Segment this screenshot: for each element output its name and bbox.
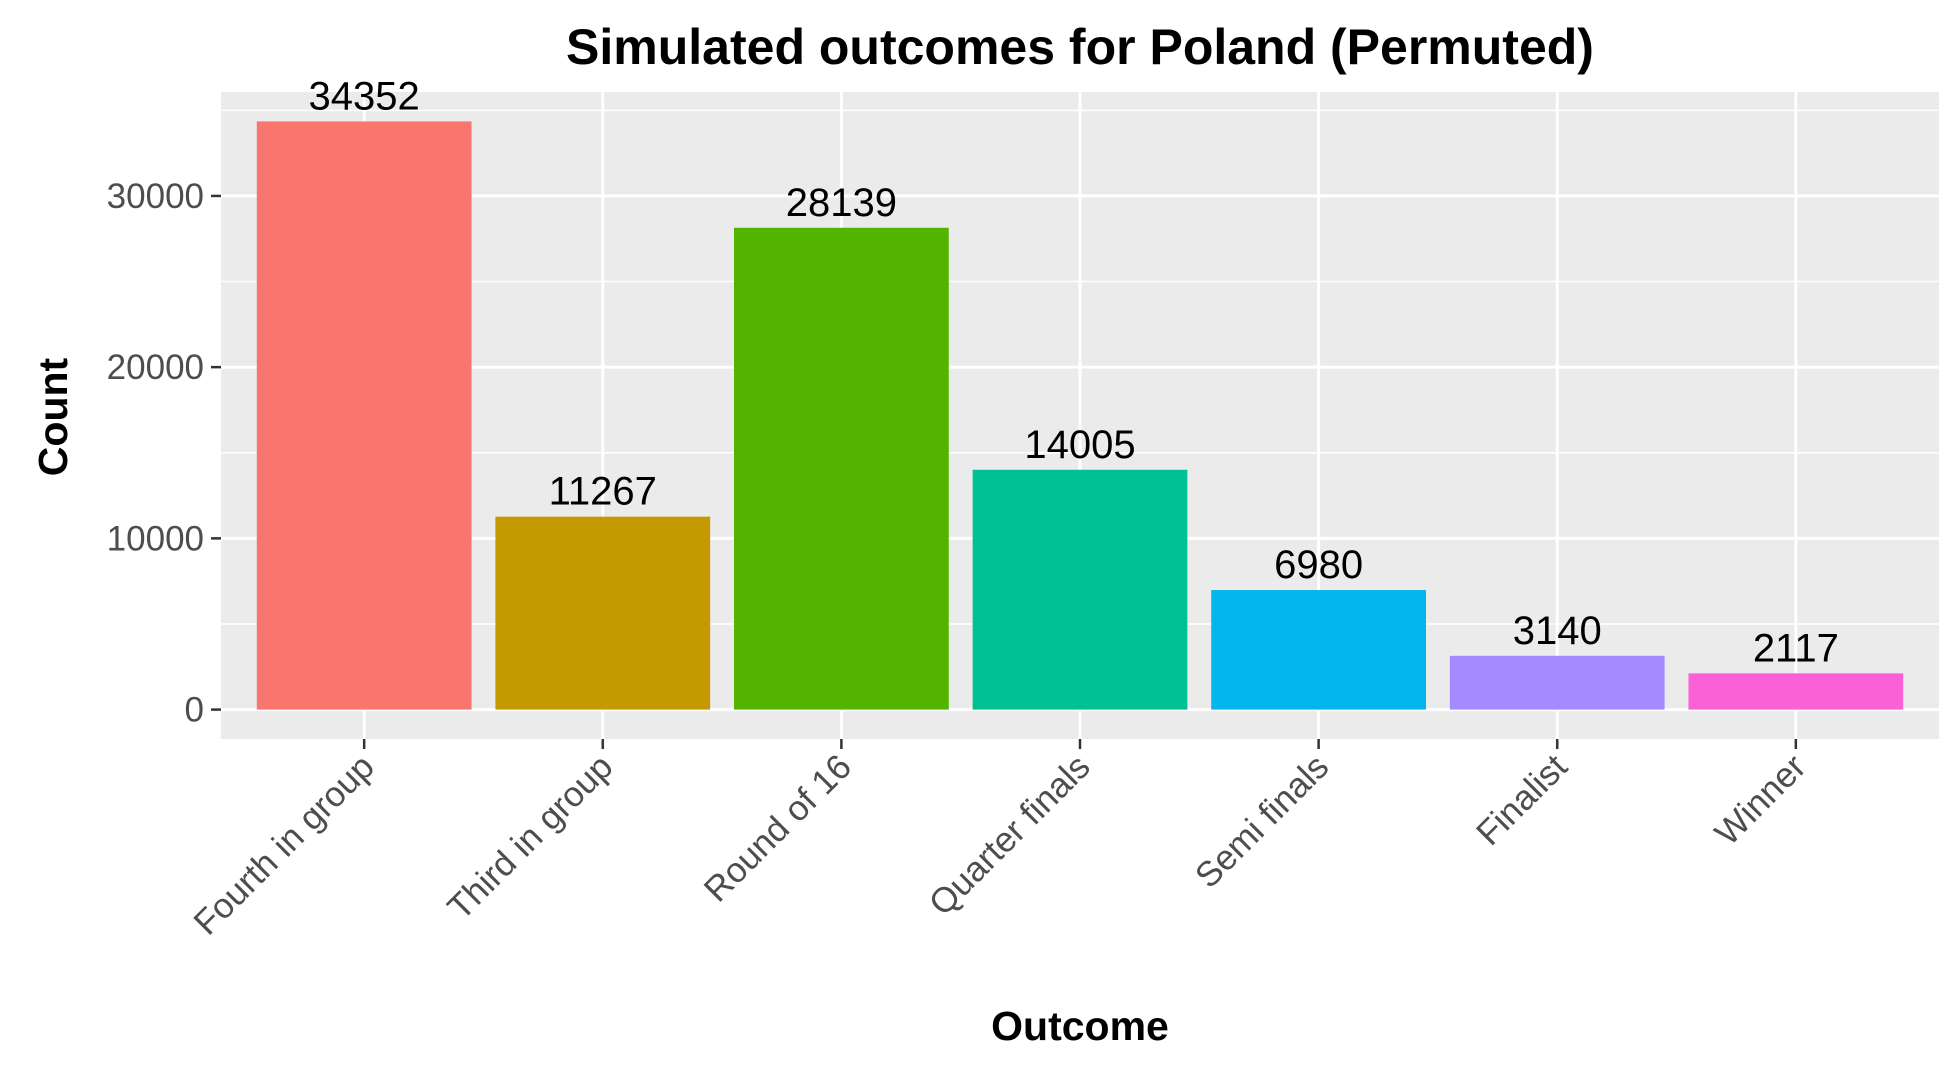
- data-label: 28139: [786, 181, 897, 225]
- data-labels-layer: 34352 11267 28139 14005 6980 3140 2117: [309, 74, 1839, 670]
- data-label: 6980: [1274, 543, 1363, 587]
- y-axis: 0 10000 20000 30000: [107, 177, 221, 730]
- x-tick-label: Round of 16: [697, 747, 859, 909]
- bars-layer: [256, 121, 1904, 710]
- data-label: 14005: [1024, 423, 1135, 467]
- data-label: 34352: [309, 74, 420, 118]
- chart-title: Simulated outcomes for Poland (Permuted): [566, 19, 1594, 75]
- x-axis-title: Outcome: [991, 1003, 1169, 1049]
- bar: [256, 121, 472, 710]
- y-axis-title: Count: [30, 357, 76, 476]
- y-tick-label: 30000: [107, 177, 204, 216]
- x-tick-label: Semi finals: [1188, 747, 1337, 896]
- x-tick-label: Finalist: [1469, 747, 1575, 853]
- x-tick-label: Third in group: [440, 747, 620, 927]
- x-tick-label: Winner: [1708, 747, 1814, 853]
- data-label: 2117: [1753, 626, 1839, 670]
- bar: [734, 227, 949, 710]
- x-tick-label: Fourth in group: [186, 747, 381, 942]
- y-tick-label: 0: [185, 691, 204, 730]
- x-tick-label: Quarter finals: [922, 747, 1098, 923]
- bar: [1211, 590, 1426, 710]
- x-axis: Fourth in group Third in group Round of 16…: [186, 739, 1814, 943]
- y-tick-label: 20000: [107, 348, 204, 387]
- data-label: 3140: [1513, 609, 1602, 653]
- data-label: 11267: [549, 470, 657, 514]
- y-tick-label: 10000: [107, 519, 204, 558]
- bar: [1688, 673, 1904, 710]
- bar: [495, 516, 711, 710]
- bar: [1449, 655, 1665, 710]
- bar: [972, 469, 1188, 710]
